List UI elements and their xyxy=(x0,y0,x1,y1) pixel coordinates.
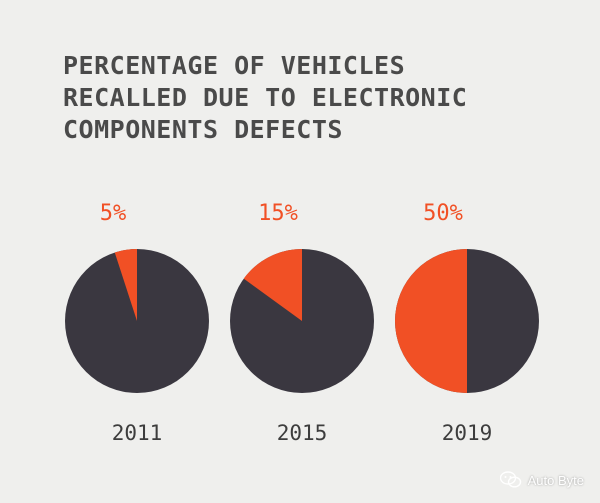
chart-title: PERCENTAGE OF VEHICLES RECALLED DUE TO E… xyxy=(63,50,563,146)
watermark-text: Auto Byte xyxy=(527,472,584,488)
pie-2011-percent-label: 5% xyxy=(100,201,127,226)
pie-2015: 15% 2015 xyxy=(230,201,374,445)
chart-title-line-3: COMPONENTS DEFECTS xyxy=(63,115,343,144)
watermark: Auto Byte xyxy=(499,471,584,489)
pie-2011: 5% 2011 xyxy=(65,201,209,445)
pie-2011-year-label: 2011 xyxy=(112,421,163,445)
pie-2019: 50% 2019 xyxy=(395,201,539,445)
chart-title-line-1: PERCENTAGE OF VEHICLES xyxy=(63,51,406,80)
pie-2019-year-label: 2019 xyxy=(442,421,493,445)
pie-2019-highlight-slice xyxy=(395,249,467,393)
pie-2015-percent-label: 15% xyxy=(258,201,298,226)
chart-title-line-2: RECALLED DUE TO ELECTRONIC xyxy=(63,83,468,112)
pie-2019-percent-label: 50% xyxy=(423,201,463,226)
pie-2015-year-label: 2015 xyxy=(277,421,328,445)
pie-2011-highlight-slice xyxy=(114,249,137,321)
pie-2015-highlight-slice xyxy=(243,248,302,321)
wechat-icon xyxy=(499,471,521,488)
